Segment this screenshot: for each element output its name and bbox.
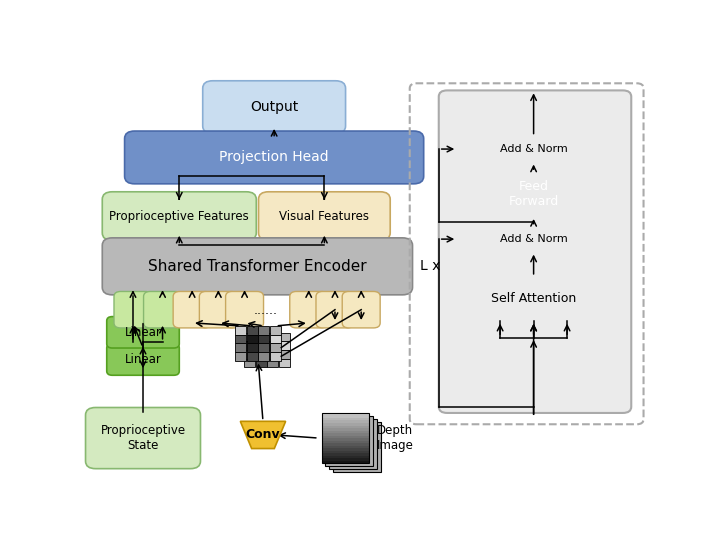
- Text: Conv: Conv: [246, 429, 280, 441]
- Bar: [329, 419, 377, 469]
- Bar: [270, 335, 281, 343]
- Text: Output: Output: [250, 100, 298, 114]
- Bar: [322, 445, 369, 448]
- Bar: [279, 342, 290, 350]
- Bar: [322, 432, 369, 436]
- FancyBboxPatch shape: [438, 90, 631, 413]
- Bar: [322, 460, 369, 463]
- Bar: [235, 352, 246, 361]
- Bar: [267, 350, 279, 358]
- Bar: [256, 342, 267, 350]
- Bar: [322, 430, 369, 433]
- FancyBboxPatch shape: [451, 221, 616, 257]
- Bar: [258, 352, 269, 361]
- Text: Proprioceptive Features: Proprioceptive Features: [109, 209, 249, 222]
- Bar: [325, 416, 373, 466]
- Bar: [244, 350, 256, 358]
- FancyBboxPatch shape: [125, 131, 423, 184]
- Bar: [322, 450, 369, 453]
- Bar: [244, 359, 256, 367]
- Text: L x: L x: [420, 259, 441, 273]
- Bar: [279, 333, 290, 341]
- Bar: [270, 343, 281, 352]
- Bar: [333, 422, 381, 472]
- Text: Shared Transformer Encoder: Shared Transformer Encoder: [148, 259, 366, 274]
- Bar: [235, 335, 246, 343]
- Bar: [322, 455, 369, 458]
- Bar: [270, 326, 281, 335]
- Bar: [322, 448, 369, 450]
- FancyBboxPatch shape: [203, 81, 346, 134]
- Text: Linear: Linear: [125, 353, 161, 366]
- FancyBboxPatch shape: [316, 292, 354, 328]
- Bar: [256, 359, 267, 367]
- FancyBboxPatch shape: [225, 292, 264, 328]
- FancyBboxPatch shape: [451, 272, 616, 326]
- FancyBboxPatch shape: [107, 317, 179, 348]
- Bar: [322, 453, 369, 456]
- Bar: [267, 359, 279, 367]
- Text: Visual Features: Visual Features: [279, 209, 369, 222]
- FancyBboxPatch shape: [199, 292, 238, 328]
- FancyBboxPatch shape: [258, 192, 390, 240]
- Bar: [322, 438, 369, 441]
- Bar: [322, 458, 369, 461]
- Bar: [244, 342, 256, 350]
- Bar: [235, 343, 246, 352]
- FancyBboxPatch shape: [102, 238, 413, 295]
- Text: Add & Norm: Add & Norm: [500, 144, 567, 154]
- Bar: [322, 423, 369, 425]
- Polygon shape: [240, 421, 286, 449]
- Bar: [256, 350, 267, 358]
- FancyBboxPatch shape: [114, 292, 152, 328]
- Bar: [267, 342, 279, 350]
- FancyBboxPatch shape: [289, 292, 328, 328]
- Bar: [244, 333, 256, 341]
- FancyBboxPatch shape: [107, 344, 179, 375]
- Bar: [270, 352, 281, 361]
- Text: Proprioceptive
State: Proprioceptive State: [101, 424, 186, 452]
- Bar: [267, 333, 279, 341]
- Bar: [279, 350, 290, 358]
- Bar: [322, 413, 369, 463]
- FancyBboxPatch shape: [102, 192, 256, 240]
- Bar: [322, 428, 369, 430]
- Bar: [322, 415, 369, 418]
- Bar: [247, 343, 258, 352]
- Bar: [258, 326, 269, 335]
- Bar: [247, 352, 258, 361]
- FancyBboxPatch shape: [451, 167, 616, 221]
- Text: Feed
Forward: Feed Forward: [508, 180, 559, 208]
- Text: Add & Norm: Add & Norm: [500, 234, 567, 244]
- Text: Depth
Image: Depth Image: [377, 424, 414, 452]
- Text: Linear: Linear: [125, 326, 161, 339]
- FancyBboxPatch shape: [342, 292, 380, 328]
- Bar: [258, 335, 269, 343]
- Bar: [322, 440, 369, 443]
- Bar: [322, 435, 369, 438]
- Text: Self Attention: Self Attention: [491, 292, 576, 305]
- Bar: [322, 420, 369, 423]
- Bar: [256, 333, 267, 341]
- Bar: [235, 326, 246, 335]
- Bar: [258, 343, 269, 352]
- Text: Projection Head: Projection Head: [220, 151, 329, 164]
- Bar: [247, 326, 258, 335]
- Bar: [322, 418, 369, 421]
- Bar: [322, 412, 369, 416]
- FancyBboxPatch shape: [86, 407, 200, 469]
- Bar: [322, 425, 369, 428]
- Bar: [279, 359, 290, 367]
- Bar: [247, 335, 258, 343]
- Bar: [322, 443, 369, 446]
- FancyBboxPatch shape: [451, 132, 616, 166]
- FancyBboxPatch shape: [173, 292, 211, 328]
- Text: ......: ......: [253, 304, 278, 317]
- FancyBboxPatch shape: [143, 292, 181, 328]
